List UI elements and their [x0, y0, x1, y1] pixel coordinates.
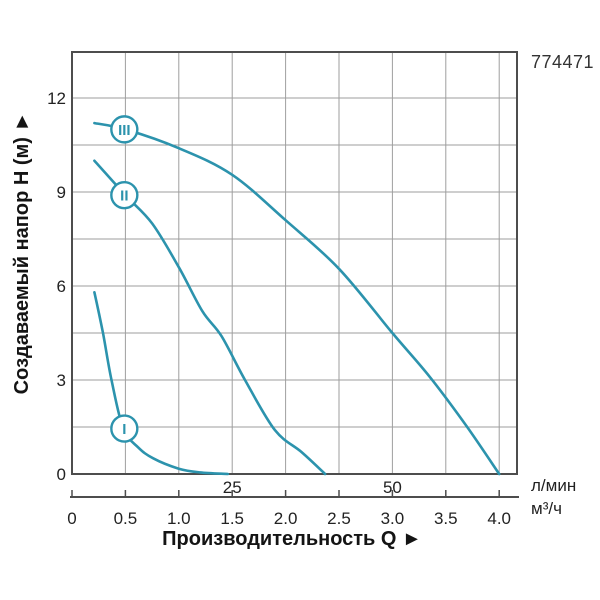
- m3h-tick-label: 2.0: [274, 509, 298, 528]
- m3h-tick-label: 1.0: [167, 509, 191, 528]
- m3h-tick-label: 3.5: [434, 509, 458, 528]
- x-axis-title: Производительность Q ►: [162, 528, 422, 550]
- x-axis-unit-lmin: л/мин: [531, 476, 577, 495]
- speed-marker-circle-II: [110, 180, 139, 210]
- speed-marker-label-III: III: [118, 122, 131, 139]
- y-axis-title: Создаваемый напор H (м) ►: [11, 111, 33, 395]
- y-tick-label: 9: [57, 183, 66, 202]
- m3h-tick-label: 4.0: [487, 509, 511, 528]
- lmin-tick-label: 25: [223, 478, 242, 497]
- speed-marker-circle-III: [110, 115, 139, 144]
- m3h-tick-label: 0.5: [114, 509, 138, 528]
- speed-marker-label-II: II: [120, 188, 128, 205]
- y-tick-label: 12: [47, 89, 66, 108]
- pump-curve-I: [93, 291, 230, 476]
- speed-marker-circle-I: [110, 414, 139, 443]
- plot-border: [71, 51, 518, 475]
- m3h-tick-label: 1.5: [220, 509, 244, 528]
- product-code: 774471: [531, 52, 595, 72]
- pump-curve-II: [93, 159, 327, 476]
- y-tick-label: 3: [57, 371, 66, 390]
- speed-marker-label-I: I: [122, 421, 126, 438]
- lmin-tick-label: 50: [383, 478, 402, 497]
- m3h-tick-label: 2.5: [327, 509, 351, 528]
- pump-curve-III: [93, 121, 501, 476]
- m3h-tick-label: 0: [67, 509, 76, 528]
- x-axis-unit-m3h: м³/ч: [531, 499, 562, 518]
- y-tick-label: 0: [57, 465, 66, 484]
- y-tick-label: 6: [57, 277, 66, 296]
- m3h-tick-label: 3.0: [381, 509, 405, 528]
